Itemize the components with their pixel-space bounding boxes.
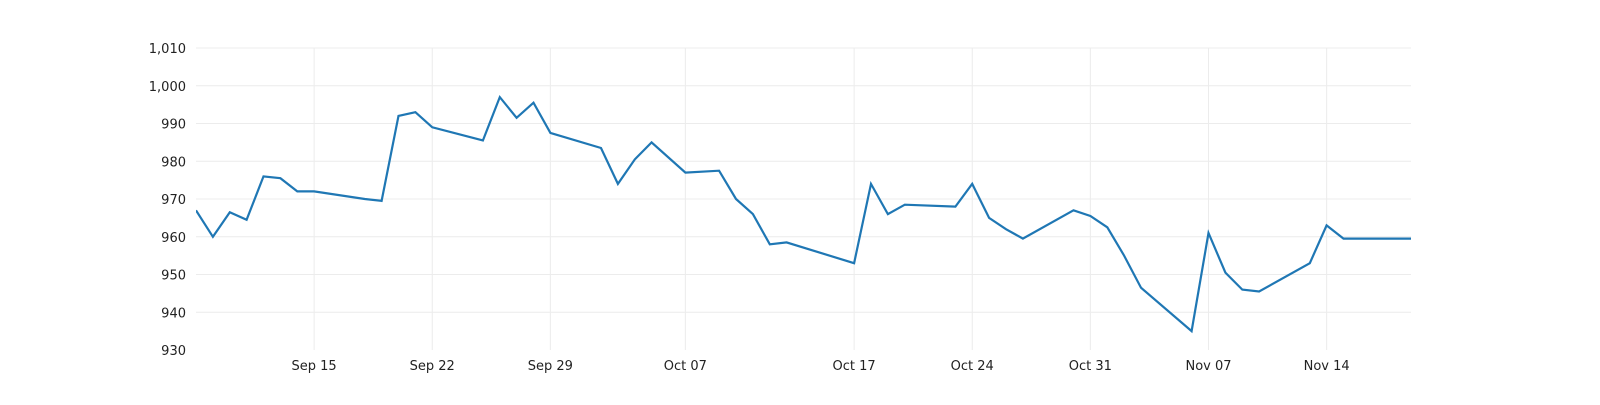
x-tick-label: Nov 07 [1185, 359, 1231, 374]
x-axis: Sep 15 Sep 22 Sep 29 Oct 07 Oct 17 Oct 24 Oct … [292, 359, 1350, 374]
x-tick-label: Oct 07 [664, 359, 707, 374]
y-tick-label: 940 [161, 306, 186, 321]
x-tick-label: Oct 17 [833, 359, 876, 374]
grid [196, 47, 1411, 350]
series-line [196, 94, 1411, 334]
y-tick-label: 950 [161, 269, 186, 284]
y-tick-label: 930 [161, 344, 186, 359]
x-tick-label: Sep 29 [528, 359, 573, 374]
y-tick-label: 990 [161, 118, 186, 133]
x-tick-label: Oct 24 [951, 359, 994, 374]
y-tick-label: 980 [161, 155, 186, 170]
y-tick-label: 960 [161, 231, 186, 246]
x-tick-label: Sep 15 [292, 359, 337, 374]
y-axis: 930 940 950 960 970 980 990 1,000 1,010 [149, 42, 186, 359]
plot-area [196, 94, 1411, 334]
x-tick-label: Sep 22 [410, 359, 455, 374]
y-tick-label: 1,000 [149, 80, 186, 95]
y-tick-label: 1,010 [149, 42, 186, 57]
x-tick-label: Oct 31 [1069, 359, 1112, 374]
x-tick-label: Nov 14 [1304, 359, 1350, 374]
y-tick-label: 970 [161, 193, 186, 208]
